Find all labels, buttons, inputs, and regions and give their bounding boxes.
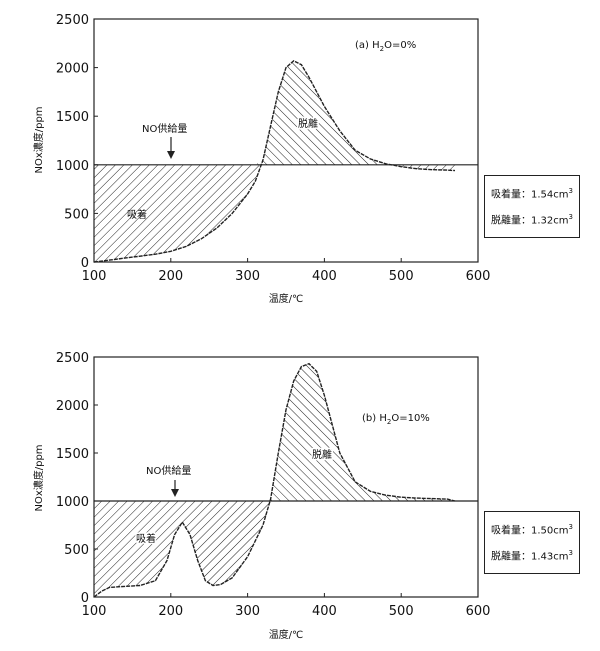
panel-b-xtick-label: 600 [466,604,491,619]
panel-b-hatch-desorption [94,363,455,501]
panel-a-xtick-label: 200 [158,269,183,284]
panel-b-adsorption-amount: 吸着量：1.50cm3 [491,523,573,537]
panel-a-ytick-label: 0 [81,256,89,271]
panel-a-summary-box: 吸着量：1.54cm3 脱離量：1.32cm3 [484,175,580,238]
panel-b-feed-arrow [171,480,179,497]
panel-a: 100 200 300 400 500 600 0 500 1000 1500 2000 2500 (… [32,13,490,305]
panel-b-xtick-label: 100 [82,604,107,619]
panel-b-ticks: 100 200 300 400 500 600 0 500 1000 1500 2000 2500 [56,351,491,619]
panel-a-ytick-label: 2500 [56,13,89,28]
panel-a-xtick-label: 100 [82,269,107,284]
panel-a-plot-frame [93,18,479,263]
panel-b-adsorption-label: 吸着 [136,532,156,545]
panel-a-ylabel: NOx濃度/ppm [32,106,45,173]
panel-b-ytick-label: 500 [64,543,89,558]
panel-a-desorption-amount: 脱離量：1.32cm3 [491,213,573,227]
panel-b-annotation: (b) H2O=10% [362,413,430,426]
panel-a-ytick-label: 2000 [56,62,89,77]
panel-a-feed-label: NO供給量 [142,122,187,135]
panel-b-ytick-label: 2500 [56,351,89,366]
panel-a-xtick-label: 400 [312,269,337,284]
panel-b-ytick-label: 1500 [56,447,89,462]
panel-a-series-line [93,59,456,263]
panel-b-xtick-label: 400 [312,604,337,619]
panel-b-ytick-label: 0 [81,591,89,606]
panel-a-xtick-label: 300 [235,269,260,284]
panel-a-xtick-label: 500 [389,269,414,284]
panel-b-plot-frame [93,356,479,598]
panel-b-desorption-area [94,363,455,501]
panel-a-ytick-label: 500 [64,207,89,222]
panel-a-ytick-label: 1500 [56,110,89,125]
panel-b-ylabel: NOx濃度/ppm [32,444,45,511]
panel-b-desorption-amount: 脱離量：1.43cm3 [491,549,573,563]
panel-a-ticks: 100 200 300 400 500 600 0 500 1000 1500 2000 2500 [56,13,491,284]
panel-a-feed-arrow [167,137,175,159]
panel-b-xlabel: 温度/℃ [269,628,304,641]
panel-a-adsorption-label: 吸着 [127,208,147,221]
panel-b-ytick-label: 1000 [56,495,89,510]
panel-b-feed-label: NO供給量 [146,464,191,477]
panel-a-hatch-adsorption [94,164,455,262]
panel-b-xtick-label: 200 [158,604,183,619]
panel-a-adsorption-amount: 吸着量：1.54cm3 [491,187,573,201]
panel-a-desorption-area [94,60,455,165]
panel-b: 100 200 300 400 500 600 0 500 1000 1500 2000 2500 (… [32,351,490,641]
panel-b-series-line [93,362,456,598]
panel-b-ytick-label: 2000 [56,399,89,414]
panel-b-xtick-label: 300 [235,604,260,619]
panel-b-xtick-label: 500 [389,604,414,619]
panel-b-desorption-label: 脱離 [312,448,332,461]
panel-a-ytick-label: 1000 [56,159,89,174]
panel-a-desorption-label: 脱離 [298,117,318,130]
panel-a-adsorption-area [94,164,455,262]
panel-a-annotation: (a) H2O=0% [355,40,416,53]
panel-a-xtick-label: 600 [466,269,491,284]
panel-b-summary-box: 吸着量：1.50cm3 脱離量：1.43cm3 [484,511,580,574]
panel-a-hatch-desorption [94,60,455,165]
panel-a-xlabel: 温度/℃ [269,292,304,305]
